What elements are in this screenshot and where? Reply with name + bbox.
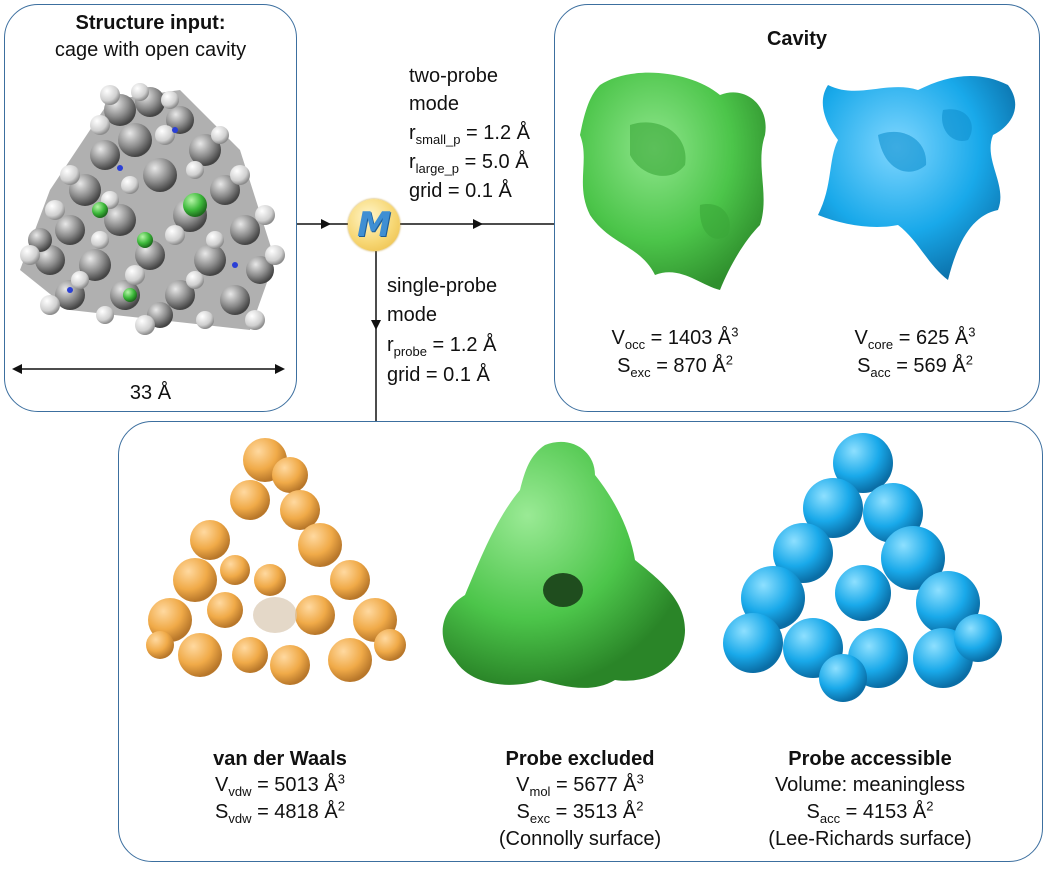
accessible-title: Probe accessible [788, 748, 952, 770]
probe-excluded-surface-render [442, 441, 685, 688]
logo-to-cavity-arrowhead [473, 219, 483, 229]
excluded-note: (Connolly surface) [498, 828, 662, 850]
r-large-param: rlarge_p = 5.0 Å [409, 151, 529, 176]
two-probe-line1: two-probe [409, 65, 498, 87]
accessible-surface: Sacc = 4153 Å2 [806, 798, 934, 826]
input-title: Structure input: [75, 12, 226, 34]
accessible-volume: Volume: meaningless [774, 774, 966, 796]
cavity-s-exc: Sexc = 870 Å2 [617, 352, 733, 380]
r-probe-param: rprobe = 1.2 Å [387, 334, 497, 359]
single-probe-grid: grid = 0.1 Å [387, 364, 490, 386]
two-probe-line2: mode [409, 93, 460, 115]
cavity-v-occ: Vocc = 1403 Å3 [611, 324, 739, 352]
single-probe-line2: mode [387, 304, 438, 326]
cage-atoms [20, 83, 285, 335]
cage-molecule-image [20, 83, 285, 335]
cavity-v-core: Vcore = 625 Å3 [854, 324, 976, 352]
cavity-occupied-render [580, 72, 766, 290]
scale-label: 33 Å [129, 382, 172, 404]
excluded-surface: Sexc = 3513 Å2 [516, 798, 644, 826]
cavity-core-render [818, 75, 1016, 281]
input-subtitle: cage with open cavity [54, 39, 247, 61]
vdw-title: van der Waals [213, 748, 347, 770]
accessible-note: (Lee-Richards surface) [768, 828, 972, 850]
cavity-s-acc: Sacc = 569 Å2 [857, 352, 973, 380]
logo-letter: M [357, 205, 391, 245]
vdw-volume: Vvdw = 5013 Å3 [215, 771, 345, 799]
cavity-title: Cavity [766, 28, 828, 50]
probe-accessible-surface-render [723, 433, 1002, 702]
moloc-logo-icon: M [348, 199, 400, 251]
excluded-volume: Vmol = 5677 Å3 [516, 771, 644, 799]
vdw-surface: Svdw = 4818 Å2 [215, 798, 345, 826]
input-to-logo-arrowhead [321, 219, 331, 229]
two-probe-grid: grid = 0.1 Å [409, 180, 512, 202]
excluded-title: Probe excluded [505, 748, 655, 770]
single-probe-line1: single-probe [387, 275, 498, 297]
logo-to-surfaces-arrowhead [371, 320, 381, 330]
vdw-surface-render [146, 438, 406, 685]
r-small-param: rsmall_p = 1.2 Å [409, 122, 530, 147]
